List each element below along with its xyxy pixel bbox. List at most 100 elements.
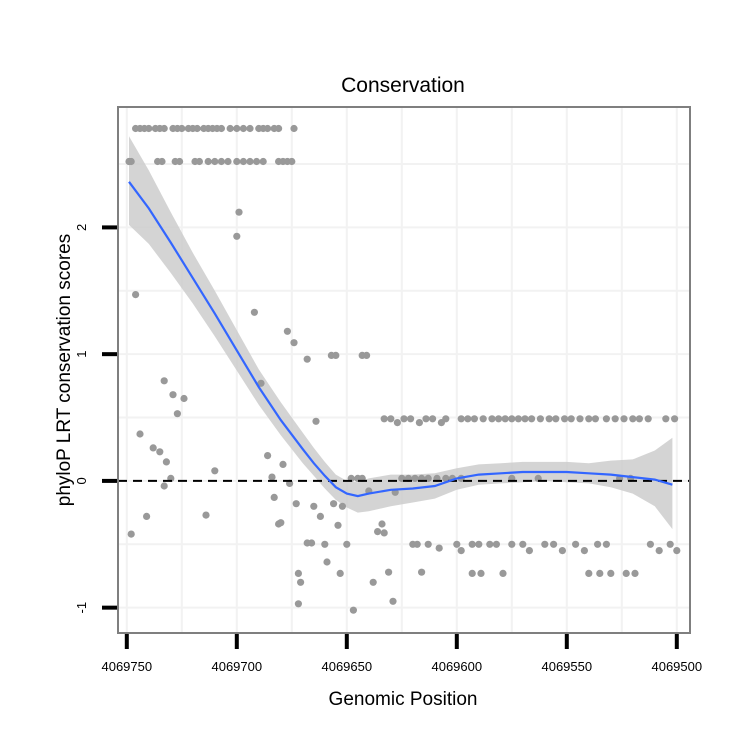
y-axis: -1 0 1 2 [74,224,117,614]
data-point [385,568,393,576]
data-point [457,415,465,423]
data-point [178,124,186,133]
data-point [173,410,181,418]
data-point [336,569,344,578]
data-point [145,124,153,133]
data-point [321,540,329,548]
data-point [415,419,423,427]
data-point [631,569,639,578]
data-point [528,415,536,423]
panel-background [118,107,690,633]
data-point [468,569,476,578]
data-point [143,512,151,521]
data-point [380,529,388,537]
data-point [464,415,472,423]
data-point [572,540,580,548]
data-point [202,511,210,519]
data-point [585,415,593,423]
data-point [389,597,397,605]
data-point [585,569,593,578]
data-point [264,124,272,133]
data-point [607,569,615,578]
data-point [253,157,261,166]
data-point [193,124,201,133]
data-point [521,415,529,423]
data-point [292,500,300,508]
data-point [611,415,619,423]
data-point [290,124,298,133]
data-point [580,547,589,555]
data-point [662,415,670,423]
data-point [233,157,241,166]
data-point [268,473,276,481]
data-point [156,448,164,456]
x-tick-label: 4069550 [541,659,592,674]
data-point [246,157,254,166]
data-point [411,474,419,482]
data-point [468,540,476,548]
data-point [169,391,177,399]
data-point [334,521,342,529]
data-point [488,415,496,423]
data-point [673,547,681,555]
data-point [550,540,558,548]
data-point [180,394,188,403]
data-point [635,415,644,423]
data-point [149,444,157,452]
data-point [303,355,311,363]
data-point [594,540,602,548]
data-point [552,415,560,423]
data-point [514,415,523,423]
data-point [393,419,401,427]
y-tick-label: 2 [74,224,89,231]
data-point [413,540,421,548]
data-point [418,568,426,576]
data-point [330,500,338,508]
data-point [257,379,265,387]
data-point [270,493,278,501]
data-point [387,415,395,423]
x-tick-label: 4069650 [321,659,372,674]
data-point [162,458,170,466]
data-point [288,157,296,166]
data-point [226,124,234,133]
data-point [160,124,168,133]
data-point [442,474,450,482]
data-point [332,351,340,359]
data-point [561,415,569,423]
data-point [655,547,663,555]
data-point [479,415,487,423]
x-tick-label: 4069700 [211,659,262,674]
y-tick-label: 0 [74,477,89,484]
data-point [519,540,527,548]
data-point [499,569,507,578]
data-point [290,339,298,347]
x-tick-label: 4069500 [651,659,702,674]
confidence-ribbon [129,136,673,530]
data-point [294,569,302,578]
data-point [217,157,225,166]
data-point [283,327,291,335]
x-axis-label: Genomic Position [329,689,478,710]
data-point [558,547,567,555]
data-point [477,569,485,578]
data-point [620,415,628,423]
data-point [294,600,302,608]
data-point [622,569,630,578]
data-point [277,519,285,527]
data-point [195,157,203,166]
data-point [323,558,331,566]
data-point [338,502,346,510]
data-point [508,415,516,423]
data-point [591,415,600,423]
data-point [666,540,674,548]
data-point [310,502,318,510]
data-point [407,415,415,423]
y-tick-label: -1 [74,602,89,614]
data-point [457,547,465,555]
y-axis-label: phyloP LRT conservation scores [54,234,75,507]
data-point [211,467,219,475]
chart-title: Conservation [341,74,465,97]
data-point [275,124,283,133]
data-point [380,415,388,423]
